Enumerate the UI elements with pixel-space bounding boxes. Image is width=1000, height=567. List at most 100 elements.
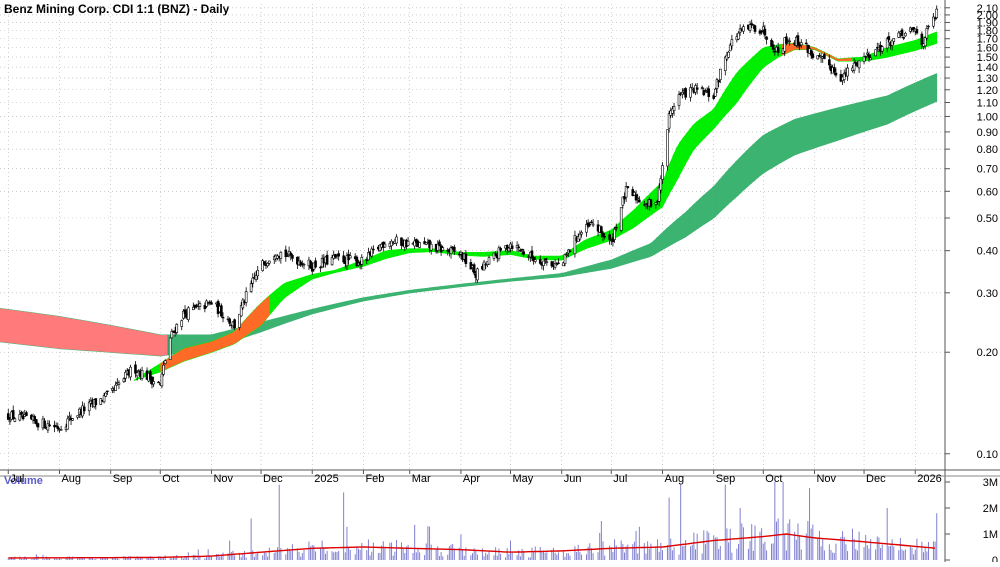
ema-long-band-red [0, 308, 3, 342]
candle-body [517, 246, 521, 249]
ema-long-band-red [80, 320, 85, 351]
candle-body [770, 39, 773, 47]
ema-short-band-orange [180, 348, 184, 363]
price-tick-label: 1.20 [977, 85, 998, 97]
ema-short-band [348, 263, 353, 270]
candle-body [334, 254, 337, 258]
ema-short-band-orange [256, 304, 260, 329]
volume-tick-label: 1M [983, 529, 998, 541]
ema-long-band-red [104, 324, 108, 352]
ema-short-band [913, 39, 918, 52]
ema-short-band [626, 213, 630, 233]
ema-long-band [348, 299, 353, 305]
candle-body [900, 29, 904, 36]
ema-short-band [669, 156, 673, 195]
ema-short-band [685, 129, 690, 165]
ema-short-band [454, 251, 459, 256]
candle-body [289, 252, 293, 256]
candle-body [261, 260, 264, 271]
ema-long-band [814, 112, 819, 149]
candle-body [885, 38, 889, 49]
ema-short-band [916, 37, 921, 51]
candle-body [76, 415, 79, 418]
ema-long-band [844, 104, 848, 139]
candle-body [634, 194, 638, 201]
ema-long-band [176, 334, 181, 355]
candle-body [728, 44, 732, 52]
candle-body [239, 305, 243, 317]
ema-long-band [801, 116, 805, 153]
candle-body [400, 237, 403, 246]
ema-short-band-orange [209, 340, 214, 353]
ema-short-band [384, 250, 389, 260]
ema-long-band [867, 99, 872, 131]
ema-long-band [487, 280, 492, 285]
ema-long-band [523, 276, 528, 281]
ema-short-band [857, 56, 862, 62]
ema-long-band [589, 264, 594, 273]
ema-long-band-red [133, 329, 138, 355]
ema-short-band [854, 57, 858, 62]
ema-short-band [315, 272, 320, 279]
candle-body [750, 23, 754, 26]
ema-long-band-red [24, 311, 29, 345]
candle-body [689, 87, 692, 98]
candle-body [719, 68, 722, 80]
ema-short-band [523, 253, 528, 259]
ema-long-band [907, 84, 911, 115]
ema-short-band-orange [831, 55, 835, 60]
price-tick-label: 0.60 [977, 186, 998, 198]
candle-body [114, 384, 117, 391]
volume-tick-label: 2M [983, 503, 998, 515]
ema-short-band [629, 210, 634, 231]
candle-body [482, 261, 486, 271]
candle-body [783, 37, 787, 52]
candle-body [563, 254, 567, 264]
ema-long-band-red [44, 314, 49, 348]
ema-short-band [589, 236, 594, 248]
ema-long-band-red [67, 318, 72, 350]
ema-long-band [315, 307, 320, 314]
ema-bands [0, 31, 938, 381]
candle-body [68, 416, 71, 418]
ema-long-band-red [11, 310, 16, 344]
candle-body [135, 372, 139, 377]
ema-long-band [275, 317, 280, 327]
ema-long-band [269, 318, 273, 330]
ema-long-band [447, 284, 452, 289]
ema-short-band [672, 148, 677, 189]
candle-body [568, 250, 572, 253]
candle-body [603, 236, 606, 238]
candle-body [87, 401, 91, 412]
ema-long-band [398, 291, 402, 296]
ema-short-band-orange [834, 57, 839, 62]
candle-body [309, 260, 312, 269]
candle-body [183, 309, 187, 314]
candle-body [129, 366, 132, 378]
ema-short-band-orange [196, 344, 201, 357]
time-tick-label: Sep [113, 473, 133, 485]
candle-body [198, 303, 202, 307]
ema-short-band [312, 273, 316, 280]
ema-long-band [282, 315, 287, 325]
candle-body [920, 33, 924, 45]
ema-short-band-orange [252, 307, 257, 331]
time-tick-label: Jul [10, 473, 24, 485]
ema-long-band [612, 257, 617, 269]
ema-long-band [864, 100, 868, 132]
candle-body [912, 26, 915, 31]
candle-body [519, 249, 522, 252]
ema-short-band [474, 252, 478, 257]
ema-short-band [156, 363, 161, 374]
ema-long-band [454, 284, 459, 288]
ema-short-band-orange [811, 46, 815, 50]
candle-body [367, 252, 370, 261]
ema-short-band [153, 365, 158, 375]
time-tick-label: Nov [816, 473, 836, 485]
ema-long-band-red [94, 322, 98, 352]
ema-long-band-red [8, 309, 12, 344]
ema-long-band [279, 316, 283, 326]
ema-long-band [662, 228, 667, 250]
ema-long-band [520, 276, 525, 281]
